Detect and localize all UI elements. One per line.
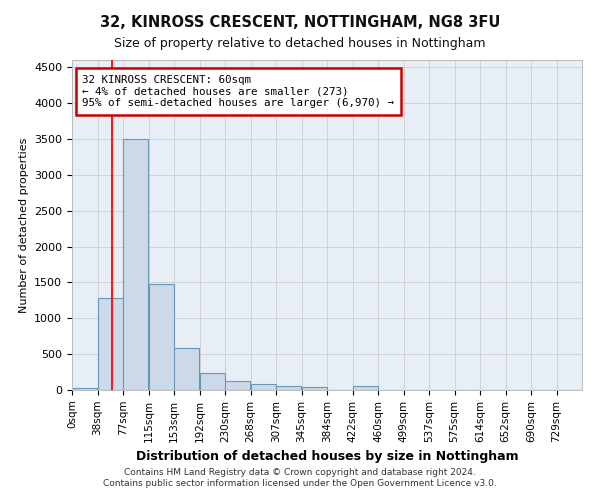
- Bar: [276, 386, 301, 390]
- Text: Contains HM Land Registry data © Crown copyright and database right 2024.
Contai: Contains HM Land Registry data © Crown c…: [103, 468, 497, 487]
- Bar: [251, 384, 276, 390]
- Bar: [353, 386, 378, 390]
- Bar: [149, 284, 174, 390]
- X-axis label: Distribution of detached houses by size in Nottingham: Distribution of detached houses by size …: [136, 450, 518, 463]
- Bar: [72, 388, 97, 390]
- Text: 32 KINROSS CRESCENT: 60sqm
← 4% of detached houses are smaller (273)
95% of semi: 32 KINROSS CRESCENT: 60sqm ← 4% of detac…: [82, 75, 394, 108]
- Text: 32, KINROSS CRESCENT, NOTTINGHAM, NG8 3FU: 32, KINROSS CRESCENT, NOTTINGHAM, NG8 3F…: [100, 15, 500, 30]
- Bar: [123, 139, 148, 390]
- Bar: [174, 348, 199, 390]
- Text: Size of property relative to detached houses in Nottingham: Size of property relative to detached ho…: [114, 38, 486, 51]
- Bar: [225, 382, 250, 390]
- Bar: [302, 387, 327, 390]
- Bar: [200, 373, 225, 390]
- Bar: [98, 298, 123, 390]
- Y-axis label: Number of detached properties: Number of detached properties: [19, 138, 29, 312]
